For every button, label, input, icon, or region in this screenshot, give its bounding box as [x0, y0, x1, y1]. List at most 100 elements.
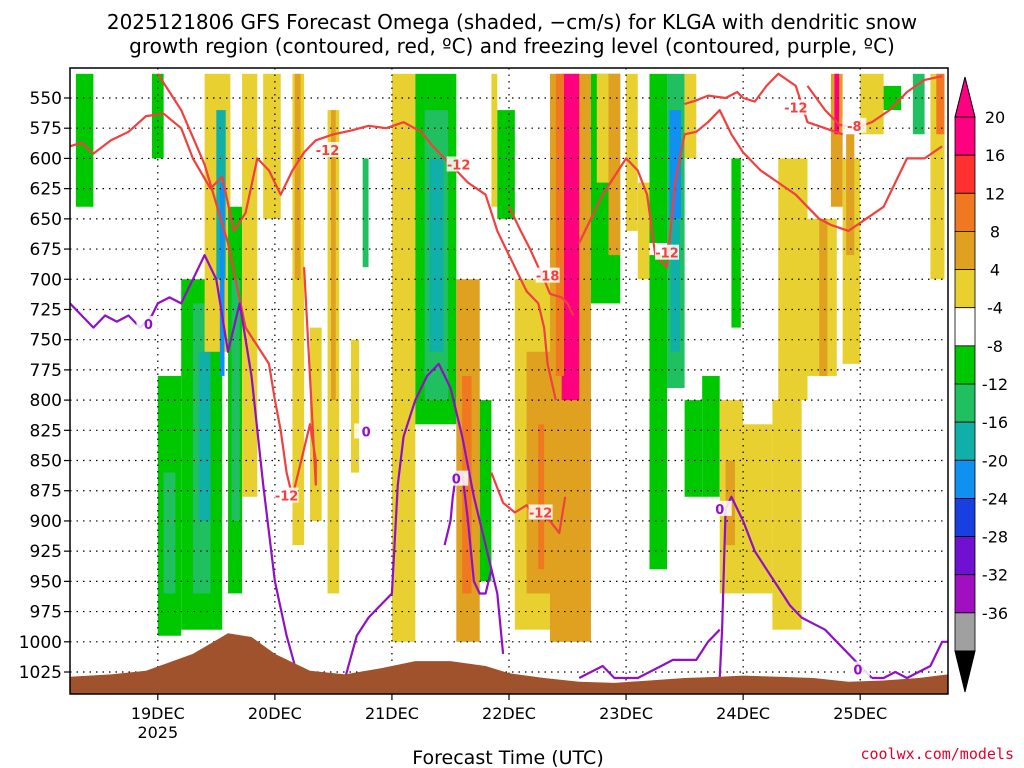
colorbar-bin: [954, 345, 976, 385]
y-tick-label: 725: [30, 300, 62, 320]
credit-text: coolwx.com/models: [860, 745, 1014, 763]
dgz-contour-label: -12: [316, 144, 340, 159]
x-tick-label: 24DEC: [716, 704, 770, 723]
x-axis-label: Forecast Time (UTC): [412, 747, 603, 768]
colorbar-bin: [954, 116, 976, 156]
y-tick-label: 700: [30, 270, 62, 290]
dgz-contour-label-bg: [315, 141, 340, 157]
y-tick-label: 875: [30, 482, 62, 502]
y-tick-label: 825: [30, 421, 62, 441]
freezing-contour-label-bg: [444, 470, 469, 486]
omega-area: [626, 73, 638, 231]
freezing-contour-label-bg: [845, 661, 870, 677]
colorbar-bin: [954, 231, 976, 270]
dgz-contour-label-bg: [842, 117, 867, 133]
y-tick-label: 900: [30, 512, 62, 532]
omega-area: [555, 73, 565, 376]
x-tick-label: 23DEC: [599, 704, 653, 723]
omega-area: [670, 218, 680, 352]
omega-area: [350, 339, 360, 473]
dgz-contour-label-bg: [528, 504, 553, 520]
omega-area: [163, 472, 176, 594]
omega-area: [362, 158, 369, 268]
omega-area: [846, 134, 855, 256]
contour-layer: -12 -12 -12 -18 -12 -12 -12 -8 0 0 0 0 0: [70, 72, 948, 680]
chart-title-line1: 2025121806 GFS Forecast Omega (shaded, −…: [107, 10, 917, 34]
y-tick-label: 775: [30, 361, 62, 381]
x-tick-label: 19DEC: [131, 704, 185, 723]
colorbar-label: -8: [987, 337, 1003, 356]
grid-layer: [70, 68, 948, 694]
dgz-contour: [806, 75, 943, 130]
omega-area: [294, 73, 301, 280]
omega-area: [684, 400, 703, 497]
omega-area: [669, 110, 682, 219]
freezing-contour: [578, 628, 721, 680]
colorbar-bin: [954, 612, 976, 652]
colorbar-bin: [954, 307, 976, 347]
omega-area: [834, 73, 840, 135]
dgz-contour-label: -12: [529, 506, 553, 521]
y-tick-label: 800: [30, 391, 62, 411]
omega-area: [743, 424, 773, 594]
y-tick-label: 625: [30, 180, 62, 200]
omega-area: [608, 73, 621, 256]
x-tick-label: 22DEC: [482, 704, 536, 723]
y-tick-label: 750: [30, 331, 62, 351]
colorbar-label: -12: [982, 375, 1008, 394]
dgz-contour-label-bg: [783, 99, 808, 115]
omega-area: [830, 73, 843, 207]
freezing-contour: [871, 640, 948, 680]
terrain-layer: [70, 633, 948, 694]
omega-area: [263, 73, 281, 219]
colorbar-bin: [954, 383, 976, 423]
colorbar-label: -20: [982, 451, 1008, 470]
colorbar-label: 12: [985, 184, 1005, 203]
omega-area: [912, 73, 925, 135]
omega-area: [391, 73, 416, 642]
omega-area: [497, 110, 515, 219]
freezing-contour-label: 0: [853, 664, 862, 679]
omega-area: [538, 424, 545, 570]
freezing-contour-label-bg: [136, 315, 161, 331]
chart-title-line2: growth region (contoured, red, ºC) and f…: [129, 34, 895, 58]
y-tick-label: 600: [30, 149, 62, 169]
dgz-contour-label: -12: [447, 158, 471, 173]
omega-area: [702, 375, 720, 497]
y-tick-label: 550: [30, 89, 62, 109]
dgz-contour: [684, 72, 843, 136]
colorbar-label: 4: [990, 261, 1000, 280]
dgz-contour-label-bg: [274, 487, 299, 503]
freezing-contour-label: 0: [452, 473, 461, 488]
colorbar-label: 16: [985, 146, 1005, 165]
y-tick-label: 675: [30, 240, 62, 260]
colorbar-label: -32: [982, 566, 1008, 585]
freezing-contour-label: 0: [715, 503, 724, 518]
colorbar-label: -16: [982, 413, 1008, 432]
omega-area: [198, 351, 211, 521]
freezing-contour-label: 0: [362, 426, 371, 441]
omega-area: [151, 73, 164, 159]
x-tick-label: 21DEC: [365, 704, 419, 723]
terrain-fill: [70, 633, 948, 694]
colorbar-bin: [954, 574, 976, 614]
dgz-contour: [578, 108, 943, 269]
colorbar-label: -28: [982, 528, 1008, 547]
y-tick-label: 575: [30, 119, 62, 139]
y-axis: 550 575 600 625 650 675 700 725 750 775 800 825 850 8…: [19, 89, 70, 683]
colorbar-label: 20: [985, 108, 1005, 127]
omega-area: [596, 73, 609, 183]
colorbar-label: 8: [990, 222, 1000, 241]
y-tick-label: 1025: [19, 663, 62, 683]
colorbar: 20 16 12 8 4 -4 -8 -12 -16 -20 -24 -28 -32 -36: [954, 76, 1008, 693]
freezing-contour-label-bg: [707, 500, 732, 516]
omega-area: [561, 73, 580, 401]
colorbar-label: -36: [982, 604, 1008, 623]
colorbar-bin: [954, 269, 976, 309]
dgz-contour-label: -8: [847, 120, 861, 135]
dgz-contour: [156, 73, 317, 498]
omega-area: [219, 182, 225, 376]
colorbar-bin: [954, 154, 976, 194]
omega-area: [309, 327, 322, 521]
